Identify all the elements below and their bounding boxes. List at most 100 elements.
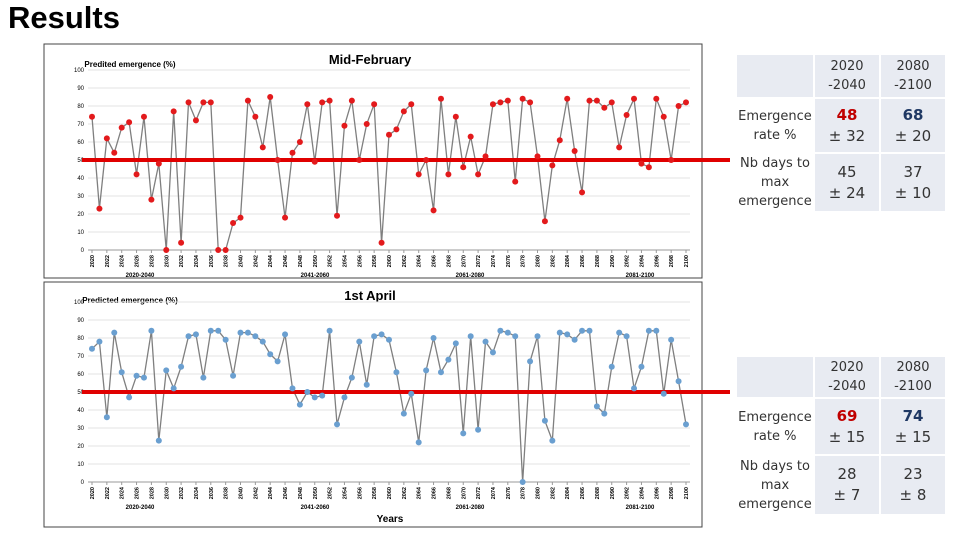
x-tick-label: 2030 (164, 255, 170, 267)
x-tick-label: 2024 (120, 254, 126, 267)
x-tick-label: 2048 (298, 255, 304, 267)
table-row: Nb days to max emergence 45 ± 24 37 ± 10 (737, 154, 945, 211)
x-tick-label: 2038 (224, 487, 230, 499)
data-point (519, 95, 526, 102)
data-point (140, 113, 147, 120)
x-tick-label: 2068 (446, 487, 452, 499)
data-point (341, 122, 348, 129)
x-tick-label: 2024 (120, 486, 126, 499)
data-point (452, 113, 459, 120)
x-tick-label: 2022 (105, 255, 111, 267)
data-point (549, 162, 556, 169)
data-point (460, 164, 467, 171)
x-tick-label: 2068 (446, 255, 452, 267)
data-point (311, 394, 318, 401)
data-point (482, 338, 489, 345)
data-point (445, 356, 452, 363)
period-label: 2041-2060 (301, 273, 330, 279)
data-point (155, 437, 162, 444)
cell: 48 ± 32 (815, 99, 879, 152)
data-point (96, 205, 103, 212)
y-axis-title: Predicted emergence (%) (82, 296, 178, 305)
data-point (341, 394, 348, 401)
column-header-text: 2020 -2040 (828, 59, 866, 93)
stats-table: 2020 -2040 2080 -2100 Emergence rate % 48 ± … (735, 53, 947, 213)
x-tick-label: 2030 (164, 487, 170, 499)
cell-mean: 74 (902, 406, 924, 425)
y-tick-label: 40 (77, 176, 84, 182)
column-header: 2020 -2040 (815, 55, 879, 97)
cell: 68 ± 20 (881, 99, 945, 152)
cell: 74 ± 15 (881, 399, 945, 454)
data-point (103, 135, 110, 142)
data-point (571, 336, 578, 343)
data-point (304, 101, 311, 108)
x-tick-label: 2034 (194, 254, 200, 267)
data-point (348, 97, 355, 104)
x-tick-label: 2088 (595, 255, 601, 267)
data-point (393, 369, 400, 376)
x-tick-label: 2032 (179, 255, 185, 267)
table-row: Emergence rate % 48 ± 32 68 ± 20 (737, 99, 945, 152)
data-point (430, 207, 437, 214)
data-point (126, 119, 133, 126)
row-label: Emergence rate % (738, 409, 812, 444)
data-point (133, 372, 140, 379)
x-tick-label: 2058 (372, 487, 378, 499)
x-tick-label: 2066 (432, 487, 438, 499)
data-point (423, 367, 430, 374)
y-tick-label: 30 (77, 194, 84, 200)
data-point (148, 196, 155, 203)
data-point (356, 157, 363, 163)
row-label: Emergence rate % (738, 108, 812, 143)
x-tick-label: 2088 (595, 487, 601, 499)
stats-table: 2020 -2040 2080 -2100 Emergence rate % 69 ± … (735, 355, 947, 516)
data-point (408, 390, 415, 397)
x-tick-label: 2028 (149, 255, 155, 267)
data-point (170, 108, 177, 115)
x-tick-label: 2026 (135, 487, 141, 499)
x-tick-label: 2056 (357, 255, 363, 267)
data-point (638, 160, 645, 167)
table-row: Nb days to max emergence 28 ± 7 23 ± 8 (737, 456, 945, 514)
y-tick-label: 0 (81, 480, 85, 486)
x-tick-label: 2040 (239, 487, 245, 499)
data-point (274, 358, 281, 365)
data-point (148, 327, 155, 334)
cell-sd: ± 8 (899, 486, 927, 504)
x-tick-label: 2038 (224, 255, 230, 267)
x-tick-label: 2058 (372, 255, 378, 267)
data-point (222, 247, 229, 253)
data-point (371, 333, 378, 340)
data-point (178, 239, 185, 246)
x-tick-label: 2070 (461, 487, 467, 499)
data-point (363, 381, 370, 388)
data-point (653, 95, 660, 102)
cell: 37 ± 10 (881, 154, 945, 211)
data-point (282, 331, 289, 338)
data-point (564, 331, 571, 338)
x-tick-label: 2066 (432, 255, 438, 267)
data-point (200, 99, 207, 106)
data-point (207, 99, 214, 106)
data-point (386, 336, 392, 343)
data-point (423, 157, 430, 163)
data-point (534, 333, 541, 340)
data-point (631, 95, 638, 102)
data-point (504, 329, 511, 336)
data-point (237, 329, 244, 336)
column-header-text: 2080 -2100 (894, 59, 932, 93)
x-tick-label: 2080 (536, 487, 542, 499)
x-tick-label: 2054 (342, 254, 348, 267)
data-point (155, 160, 162, 167)
data-point (289, 149, 296, 156)
y-tick-label: 80 (77, 104, 84, 110)
data-point (244, 97, 251, 104)
column-header: 2080 -2100 (881, 357, 945, 397)
y-tick-label: 60 (77, 372, 84, 378)
data-point (631, 385, 638, 392)
period-label: 2081-2100 (626, 505, 655, 511)
data-point (319, 99, 326, 106)
data-point (668, 336, 675, 343)
data-point (192, 331, 199, 338)
